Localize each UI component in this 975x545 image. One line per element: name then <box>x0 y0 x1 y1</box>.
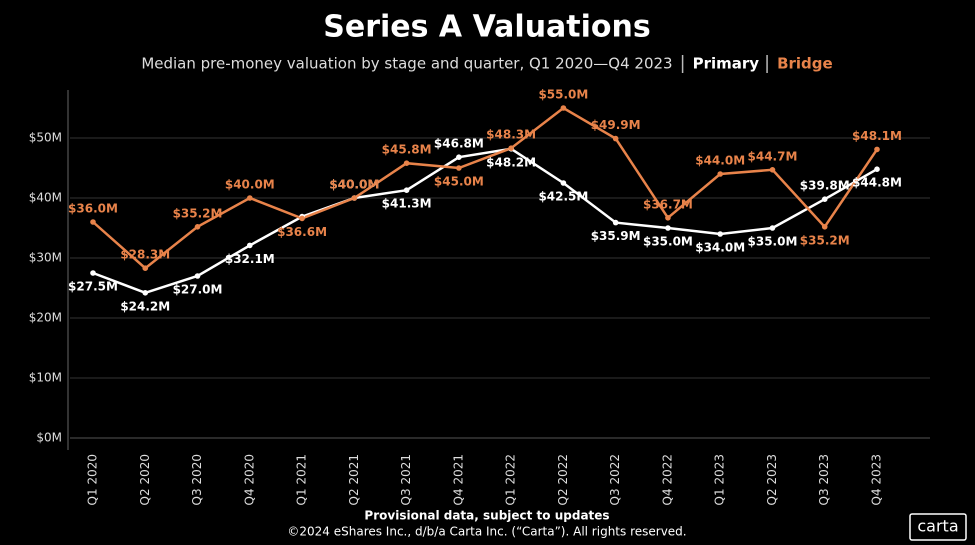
value-label: $35.9M <box>591 229 641 243</box>
data-point <box>90 219 96 225</box>
data-point <box>874 166 880 172</box>
data-point <box>456 154 462 160</box>
data-point <box>194 224 201 230</box>
data-point <box>247 195 253 201</box>
data-point <box>717 171 723 177</box>
x-tick-label: Q2 2023 <box>765 454 779 505</box>
value-label: $27.0M <box>173 283 223 297</box>
data-point <box>821 196 828 202</box>
data-point <box>194 273 201 279</box>
y-tick-label: $30M <box>29 251 62 265</box>
data-point <box>247 242 253 249</box>
data-point <box>612 219 619 226</box>
value-label: $44.7M <box>748 149 798 163</box>
data-point <box>665 215 671 221</box>
x-tick-label: Q2 2020 <box>138 454 152 505</box>
legend-label: Primary <box>693 55 760 73</box>
data-point <box>612 135 619 142</box>
value-label: $35.0M <box>748 235 798 249</box>
copyright: ©2024 eShares Inc., d/b/a Carta Inc. (“C… <box>287 525 686 539</box>
value-label: $35.2M <box>800 233 850 247</box>
legend-label: Bridge <box>777 55 833 73</box>
data-point <box>769 225 776 231</box>
value-label: $49.9M <box>591 118 641 132</box>
value-label: $45.0M <box>434 175 484 189</box>
data-point <box>769 167 776 173</box>
value-label: $40.0M <box>225 178 275 192</box>
data-point <box>142 290 149 296</box>
y-tick-label: $20M <box>29 311 62 325</box>
value-label: $27.5M <box>68 280 118 294</box>
data-point <box>456 165 462 171</box>
x-tick-label: Q1 2023 <box>713 454 727 505</box>
logo: carta <box>917 517 958 536</box>
data-point <box>717 231 723 237</box>
y-tick-label: $10M <box>29 371 62 385</box>
x-tick-label: Q3 2022 <box>608 454 622 505</box>
x-tick-label: Q4 2023 <box>870 454 884 505</box>
value-label: $32.1M <box>225 252 275 266</box>
value-label: $36.0M <box>68 202 118 216</box>
chart-title: Series A Valuations <box>323 10 651 45</box>
value-label: $35.2M <box>173 206 223 220</box>
x-tick-label: Q3 2023 <box>817 454 831 505</box>
x-tick-label: Q4 2021 <box>451 454 465 505</box>
x-tick-label: Q1 2021 <box>295 454 309 505</box>
data-point <box>403 160 410 166</box>
value-label: $36.7M <box>643 197 693 211</box>
value-label: $40.0M <box>329 178 379 192</box>
x-tick-label: Q3 2020 <box>190 454 204 505</box>
value-label: $39.8M <box>800 179 850 193</box>
x-tick-label: Q2 2021 <box>347 454 361 505</box>
data-point <box>821 224 828 230</box>
x-tick-label: Q4 2022 <box>660 454 674 505</box>
x-tick-label: Q1 2022 <box>504 454 518 505</box>
x-tick-label: Q1 2020 <box>86 454 100 505</box>
series-line <box>92 147 878 295</box>
value-label: $46.8M <box>434 137 484 151</box>
data-point <box>142 265 149 272</box>
footnote: Provisional data, subject to updates <box>364 509 609 523</box>
x-tick-label: Q3 2021 <box>399 454 413 505</box>
value-label: $44.8M <box>852 176 902 190</box>
value-label: $40.0M <box>329 178 379 192</box>
value-label: $44.0M <box>695 154 745 168</box>
value-label: $55.0M <box>538 88 588 102</box>
value-label: $48.3M <box>486 128 536 142</box>
value-label: $48.1M <box>852 129 902 143</box>
value-label: $34.0M <box>695 241 745 255</box>
data-point <box>299 215 305 222</box>
y-tick-label: $0M <box>36 431 62 445</box>
x-tick-label: Q4 2020 <box>242 454 256 505</box>
subtitle-row: Median pre-money valuation by stage and … <box>141 55 672 73</box>
data-point <box>874 146 880 153</box>
value-label: $48.2M <box>486 155 536 169</box>
value-label: $45.8M <box>382 143 432 157</box>
data-point <box>560 105 567 111</box>
subtitle: Median pre-money valuation by stage and … <box>141 55 672 73</box>
value-label: $35.0M <box>643 235 693 249</box>
series-line <box>92 106 879 270</box>
data-point <box>560 180 567 186</box>
logo-box <box>909 513 967 541</box>
data-point <box>508 145 514 151</box>
x-tick-label: Q2 2022 <box>556 454 570 505</box>
data-point <box>665 225 671 231</box>
data-point <box>90 270 96 276</box>
value-label: $41.3M <box>382 197 432 211</box>
y-tick-label: $40M <box>29 191 62 205</box>
value-label: $28.3M <box>120 248 170 262</box>
y-tick-label: $50M <box>29 131 62 145</box>
data-point <box>351 195 358 201</box>
value-label: $36.6M <box>277 225 327 239</box>
value-label: $42.5M <box>538 190 588 204</box>
data-point <box>403 187 410 193</box>
value-label: $24.2M <box>120 299 170 313</box>
